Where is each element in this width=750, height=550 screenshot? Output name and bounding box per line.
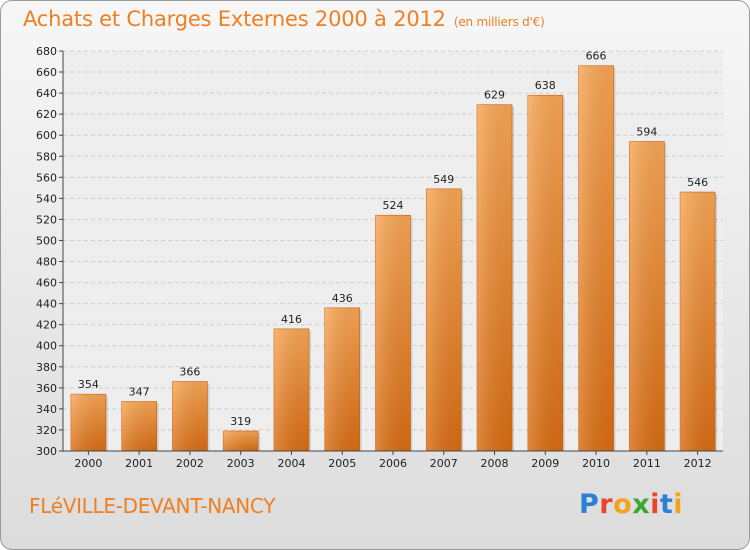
chart-title: Achats et Charges Externes 2000 à 2012 (e…: [23, 7, 545, 31]
x-tick-label: 2003: [227, 457, 255, 470]
y-tick-label: 560: [36, 171, 57, 184]
x-tick-label: 2010: [582, 457, 610, 470]
data-label: 436: [332, 292, 353, 305]
y-tick-label: 380: [36, 361, 57, 374]
bar-highlight: [477, 104, 513, 452]
bar-highlight: [629, 141, 665, 452]
x-tick-label: 2000: [74, 457, 102, 470]
bar-highlight: [680, 192, 716, 452]
brand-letter: i: [673, 489, 684, 520]
data-label: 366: [179, 366, 200, 379]
brand-letter: t: [659, 489, 674, 520]
x-tick-label: 2007: [430, 457, 458, 470]
bar-highlight: [375, 215, 411, 451]
y-tick-label: 620: [36, 108, 57, 121]
x-tick-label: 2008: [481, 457, 509, 470]
data-label: 629: [484, 89, 505, 102]
x-tick-label: 2001: [125, 457, 153, 470]
data-label: 347: [129, 386, 150, 399]
data-label: 549: [433, 173, 454, 186]
data-label: 524: [383, 199, 404, 212]
y-tick-label: 680: [36, 45, 57, 58]
y-tick-label: 440: [36, 298, 57, 311]
bar-highlight: [172, 381, 208, 451]
data-label: 354: [78, 378, 99, 391]
y-tick-label: 340: [36, 403, 57, 416]
y-tick-label: 300: [36, 445, 57, 458]
data-label: 638: [535, 79, 556, 92]
y-tick-label: 520: [36, 213, 57, 226]
y-tick-label: 580: [36, 150, 57, 163]
x-tick-label: 2009: [531, 457, 559, 470]
brand-letter: i: [650, 489, 660, 520]
y-tick-label: 640: [36, 87, 57, 100]
data-label: 546: [687, 176, 708, 189]
y-tick-label: 660: [36, 66, 57, 79]
x-tick-label: 2011: [633, 457, 661, 470]
y-tick-label: 480: [36, 256, 57, 269]
data-label: 319: [230, 415, 251, 428]
place-name: FLéVILLE-DEVANT-NANCY: [29, 494, 276, 518]
bar-highlight: [578, 65, 614, 451]
chart-subtitle: (en milliers d'€): [453, 15, 545, 29]
data-label: 416: [281, 313, 302, 326]
bar-highlight: [324, 307, 360, 451]
y-tick-label: 400: [36, 340, 57, 353]
y-tick-label: 500: [36, 234, 57, 247]
bar-highlight: [426, 188, 462, 452]
brand-letter: r: [599, 489, 614, 520]
bar-highlight: [121, 401, 157, 451]
y-tick-label: 540: [36, 192, 57, 205]
bar-highlight: [527, 95, 563, 452]
x-tick-label: 2004: [277, 457, 305, 470]
y-tick-label: 360: [36, 382, 57, 395]
x-tick-label: 2006: [379, 457, 407, 470]
y-tick-label: 600: [36, 129, 57, 142]
proxiti-logo: Proxiti: [579, 489, 683, 520]
y-tick-label: 460: [36, 277, 57, 290]
x-tick-label: 2005: [328, 457, 356, 470]
brand-letter: x: [632, 489, 651, 520]
bar-highlight: [273, 328, 309, 451]
chart-title-text: Achats et Charges Externes 2000 à 2012: [23, 7, 446, 31]
bar-highlight: [70, 394, 106, 451]
brand-letter: o: [613, 489, 633, 520]
x-tick-label: 2002: [176, 457, 204, 470]
data-label: 666: [586, 50, 607, 63]
x-tick-label: 2012: [684, 457, 712, 470]
data-label: 594: [636, 126, 657, 139]
brand-letter: P: [579, 489, 600, 520]
bar-highlight: [223, 431, 259, 451]
y-tick-label: 420: [36, 319, 57, 332]
y-tick-label: 320: [36, 424, 57, 437]
